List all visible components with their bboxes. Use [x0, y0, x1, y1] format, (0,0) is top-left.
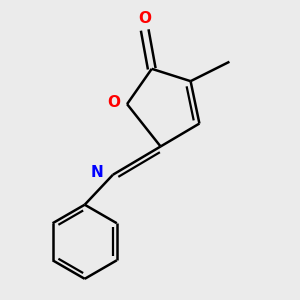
Text: O: O: [107, 95, 120, 110]
Text: N: N: [90, 165, 103, 180]
Text: O: O: [138, 11, 151, 26]
